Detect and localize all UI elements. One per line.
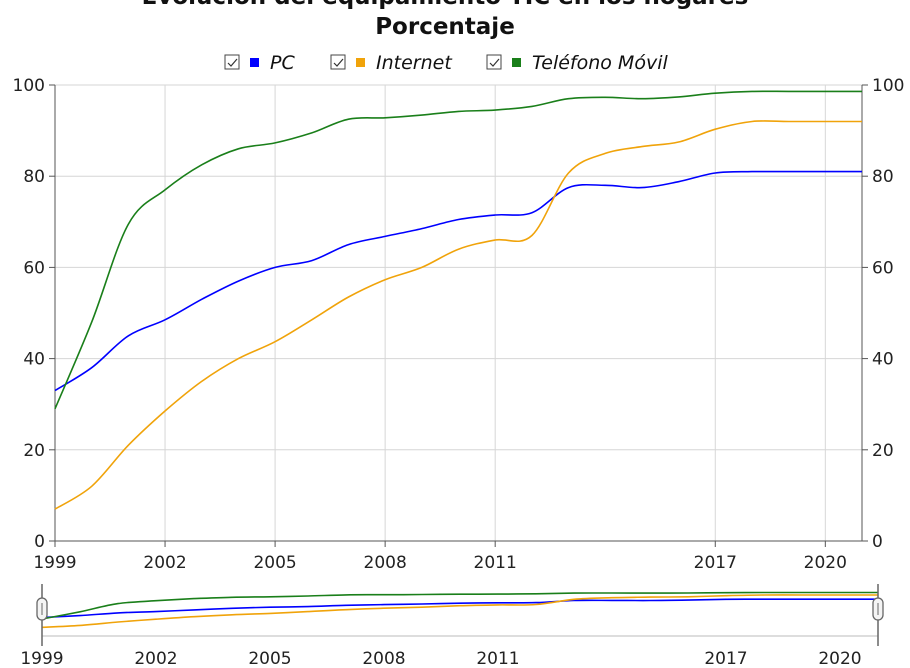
chart-title-line2: Porcentaje [375,14,515,40]
ytick-label-left: 100 [13,76,45,96]
navigator[interactable]: 1999 2002 2005 2008 2011 2017 2020 [20,584,884,668]
checkmark-icon [333,58,344,67]
ytick-label-right: 0 [872,532,883,552]
series-line-tel-fono-m-vil [54,90,862,410]
legend-checkbox[interactable] [486,54,502,70]
legend: PC Internet Teléfono Móvil [224,52,668,74]
legend-label: PC [270,52,295,74]
legend-item-pc[interactable]: PC [224,52,295,74]
navigator-handle-right[interactable] [872,584,884,646]
ytick-label-left: 20 [23,441,45,461]
xtick-label: 2017 [694,553,737,573]
checkmark-icon [489,58,500,67]
legend-item-tel-fono-m-vil[interactable]: Teléfono Móvil [486,52,668,74]
navigator-line-tel-fono-m-vil [41,591,878,620]
xtick-label: 1999 [33,553,76,573]
xtick-label: 2020 [804,553,847,573]
legend-item-internet[interactable]: Internet [330,52,453,74]
checkmark-icon [227,58,238,67]
xtick-label: 2011 [474,553,517,573]
ytick-label-left: 0 [34,532,45,552]
ytick-label-right: 20 [872,441,894,461]
xtick-label: 2005 [253,553,296,573]
legend-label: Teléfono Móvil [532,52,668,74]
navigator-xtick-label: 1999 [20,649,63,668]
xtick-label: 2008 [364,553,407,573]
series-line-pc [54,170,862,392]
navigator-line-pc [41,598,878,619]
ytick-label-right: 60 [872,258,894,278]
series-line-internet [54,120,862,510]
navigator-xtick-label: 2020 [818,649,861,668]
ytick-label-right: 40 [872,350,894,370]
ytick-label-left: 40 [23,350,45,370]
navigator-xtick-label: 2008 [362,649,405,668]
ytick-label-right: 80 [872,167,894,187]
legend-label: Internet [376,52,453,74]
ytick-label-left: 80 [23,167,45,187]
xtick-label: 2002 [143,553,186,573]
legend-swatch [512,58,521,67]
ytick-label-right: 100 [872,76,904,96]
navigator-xtick-label: 2002 [134,649,177,668]
navigator-handle-left[interactable] [36,584,48,646]
navigator-xtick-label: 2011 [476,649,519,668]
navigator-xtick-label: 2017 [704,649,747,668]
legend-checkbox[interactable] [224,54,240,70]
chart-title-line1: Evolución del equipamiento TIC en los ho… [142,0,749,10]
ytick-label-left: 60 [23,258,45,278]
legend-swatch [250,58,259,67]
legend-swatch [356,58,365,67]
legend-checkbox[interactable] [330,54,346,70]
navigator-line-internet [41,594,878,629]
navigator-xtick-label: 2005 [248,649,291,668]
